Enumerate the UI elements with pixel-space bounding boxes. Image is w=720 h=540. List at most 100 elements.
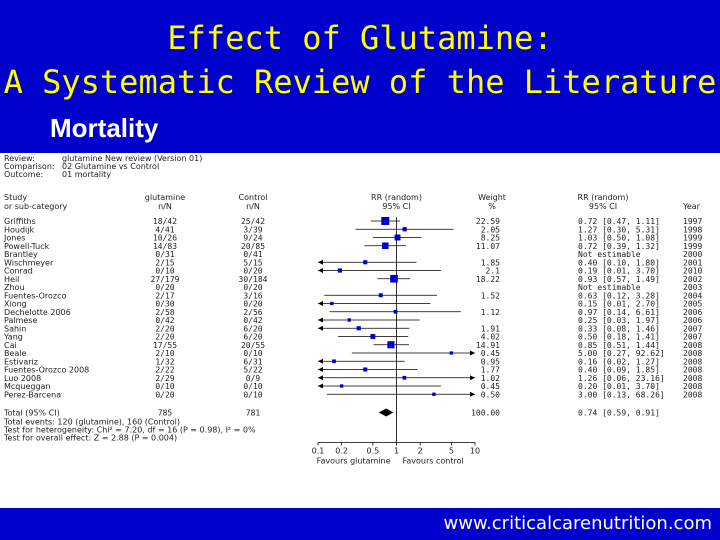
x-tick-label: 0.2 [335, 447, 348, 456]
study-effect-marker [330, 301, 334, 306]
study-year: 2007 [683, 333, 702, 342]
study-year: 2008 [683, 390, 702, 399]
header-glutamine-sub: n/N [158, 202, 172, 211]
slide-title-line-1: Effect of Glutamine: [167, 19, 553, 57]
total-weight: 100.00 [471, 409, 500, 418]
study-weight: 18.22 [476, 275, 500, 284]
study-glutamine-events: 0/10 [155, 382, 174, 391]
header-study: Study [4, 193, 27, 202]
study-weight: 1.91 [481, 324, 500, 333]
study-name: Perez-Barcena [4, 390, 61, 399]
total-glutamine: 785 [158, 409, 173, 418]
study-effect-marker [387, 341, 395, 349]
x-tick-label: 2 [418, 447, 423, 456]
study-year: 2000 [683, 250, 702, 259]
slide-title-line-2: A Systematic Review of the Literature [3, 63, 717, 101]
x-tick-label: 5 [449, 447, 454, 456]
ci-arrow-left [318, 259, 323, 265]
study-glutamine-events: 0/30 [155, 300, 174, 309]
study-year: 1997 [683, 217, 702, 226]
study-control-events: 0/20 [243, 300, 262, 309]
footnote: Total events: 120 (glutamine), 160 (Cont… [3, 418, 180, 427]
study-year: 1999 [683, 234, 702, 243]
study-control-events: 6/20 [243, 333, 262, 342]
ci-arrow-left [318, 268, 323, 273]
study-name: Mcqueggan [4, 382, 51, 391]
study-effect-marker [347, 318, 351, 322]
study-name: Houdijk [4, 225, 35, 234]
study-glutamine-events: 18/42 [153, 217, 177, 226]
study-name: Sahin [4, 324, 26, 333]
study-effect-marker [432, 392, 436, 396]
study-effect-marker [390, 274, 398, 283]
x-tick-label: 10 [470, 447, 480, 456]
study-control-events: 5/15 [243, 258, 262, 267]
study-name: Palmese [4, 316, 37, 325]
total-rr-ci: 0.74 [0.59, 0.91] [578, 409, 660, 418]
forest-plot: Review: glutamine New review (Version 01)… [3, 154, 702, 466]
study-rr-ci: Not estimable [578, 283, 641, 292]
footer-url: www.criticalcarenutrition.com [443, 513, 712, 534]
study-glutamine-events: 2/29 [155, 374, 174, 383]
study-rr-ci: 0.93 [0.57, 1.49] [578, 275, 660, 284]
study-effect-marker [394, 234, 401, 241]
study-control-events: 0/42 [243, 316, 262, 325]
favours-right-label: Favours control [403, 457, 464, 466]
study-glutamine-events: 27/179 [151, 275, 180, 284]
study-rr-ci: 0.72 [0.47, 1.11] [578, 217, 660, 226]
header-study-sub: or sub-category [4, 202, 68, 211]
study-glutamine-events: 0/42 [155, 316, 174, 325]
study-name: Cai [4, 341, 17, 350]
study-name: Fuentes-Orozco [4, 291, 66, 300]
header-rr-text: RR (random) [578, 193, 629, 202]
study-weight: 22.59 [476, 217, 500, 226]
ci-arrow-left [318, 325, 323, 331]
study-control-events: 3/39 [243, 225, 262, 234]
study-year: 2008 [683, 382, 702, 391]
slide-subtitle: Mortality [50, 113, 159, 143]
header-rr: RR (random) [371, 193, 422, 202]
study-weight: 1.12 [481, 308, 500, 317]
study-effect-marker [339, 384, 344, 388]
study-weight: 0.45 [481, 382, 500, 391]
study-effect-marker [402, 227, 407, 232]
study-weight: 8.25 [481, 234, 500, 243]
study-control-events: 6/31 [243, 357, 262, 366]
study-weight: 2.05 [481, 225, 500, 234]
study-control-events: 30/184 [239, 275, 268, 284]
ci-arrow-left [318, 383, 323, 389]
study-year: 2008 [683, 374, 702, 383]
meta-label: Comparison: [4, 162, 55, 171]
study-glutamine-events: 0/20 [155, 390, 174, 399]
study-glutamine-events: 0/20 [155, 283, 174, 292]
study-glutamine-events: 2/58 [155, 308, 174, 317]
study-glutamine-events: 1/32 [155, 357, 174, 366]
study-rr-ci: Not estimable [578, 250, 641, 259]
study-control-events: 9/24 [243, 234, 262, 243]
study-year: 2003 [683, 283, 702, 292]
study-year: 2008 [683, 366, 702, 375]
study-control-events: 0/20 [243, 267, 262, 276]
study-glutamine-events: 17/55 [153, 341, 177, 350]
study-weight: 2.1 [486, 267, 501, 276]
study-name: Xiong [4, 300, 27, 309]
study-name: Jones [3, 234, 25, 243]
ci-arrow-right [470, 375, 475, 381]
study-year: 2001 [683, 258, 702, 267]
study-name: Fuentes-Orozco 2008 [4, 366, 89, 375]
study-rr-ci: 5.00 [0.27, 92.62] [578, 349, 665, 358]
study-rr-ci: 1.27 [0.30, 5.31] [578, 225, 660, 234]
study-effect-marker [332, 359, 336, 364]
x-tick-label: 0.1 [312, 447, 325, 456]
study-effect-marker [370, 334, 376, 339]
ci-arrow-left [318, 301, 323, 306]
study-effect-marker [378, 293, 383, 298]
study-name: Yang [3, 333, 23, 342]
study-name: Luo 2008 [4, 374, 41, 383]
study-control-events: 2/56 [243, 308, 262, 317]
study-control-events: 0/10 [243, 390, 262, 399]
study-glutamine-events: 4/41 [155, 225, 174, 234]
study-control-events: 6/20 [243, 324, 262, 333]
study-effect-marker [337, 268, 343, 273]
study-effect-marker [393, 309, 398, 314]
